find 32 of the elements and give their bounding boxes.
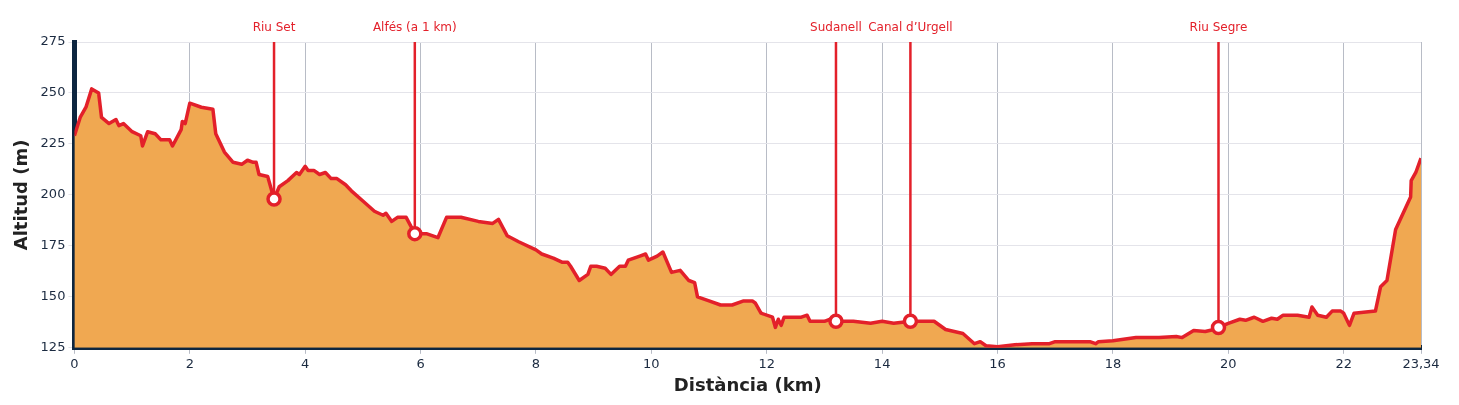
y-tick-label: 175 xyxy=(40,237,66,253)
x-tick-label: 20 xyxy=(1220,355,1237,371)
x-tick-label: 22 xyxy=(1335,355,1352,371)
y-tick-label: 225 xyxy=(40,135,66,151)
x-tick-label: 14 xyxy=(873,355,891,371)
y-tick-label: 125 xyxy=(40,339,66,355)
annotation: Riu Segre xyxy=(1189,20,1248,35)
x-tick-label: 10 xyxy=(643,355,660,371)
x-tick-label: 0 xyxy=(70,355,79,371)
y-axis-title: Altitud (m) xyxy=(10,139,32,251)
x-tick-label: 12 xyxy=(758,355,776,371)
x-tick-label: 6 xyxy=(416,355,425,371)
y-tick-label: 250 xyxy=(40,84,66,100)
x-tick-label: 18 xyxy=(1104,355,1122,371)
x-axis-title: Distància (km) xyxy=(673,373,822,395)
point xyxy=(1210,319,1227,336)
point xyxy=(902,313,919,330)
x-tick-label: 8 xyxy=(531,355,541,371)
x-tick-label: 16 xyxy=(989,355,1006,371)
annotation: Sudanell xyxy=(810,20,862,35)
point xyxy=(828,313,844,330)
y-tick-label: 150 xyxy=(40,288,66,304)
annotation: Riu Set xyxy=(252,20,296,35)
point xyxy=(407,225,423,242)
x-tick-label: 4 xyxy=(301,355,310,371)
point xyxy=(266,191,282,207)
x-tick-label: 23,34 xyxy=(1402,355,1440,371)
y-tick-label: 200 xyxy=(40,186,66,202)
x-tick-label: 2 xyxy=(185,355,194,371)
annotation: Canal d’Urgell xyxy=(868,20,953,35)
y-tick-label: 275 xyxy=(40,33,66,49)
annotation: Alfés (a 1 km) xyxy=(372,20,457,35)
